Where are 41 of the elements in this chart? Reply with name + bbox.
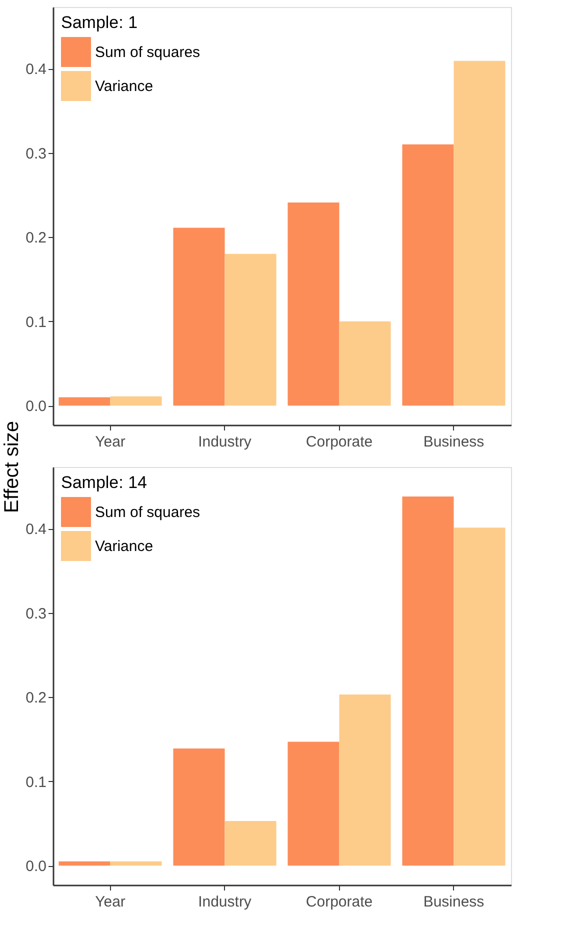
- x-tick-label: Year: [95, 894, 126, 910]
- bar: [454, 60, 506, 406]
- legend-label: Variance: [95, 78, 154, 95]
- legend-label: Variance: [95, 538, 154, 555]
- y-tick-label: 0.2: [26, 690, 46, 707]
- bar: [224, 254, 276, 406]
- y-tick-label: 0.0: [26, 398, 46, 416]
- legend-title: Sample: 14: [61, 473, 147, 492]
- bar: [58, 397, 110, 406]
- bar: [224, 820, 276, 866]
- bar: [454, 528, 506, 866]
- x-tick-label: Corporate: [306, 894, 373, 910]
- y-tick-label: 0.3: [26, 145, 46, 162]
- bar: [339, 321, 391, 406]
- y-tick-label: 0.1: [26, 314, 46, 331]
- bar: [110, 861, 162, 866]
- y-tick-label: 0.4: [26, 521, 46, 538]
- bar: [288, 202, 340, 406]
- x-tick-label: Corporate: [306, 434, 373, 450]
- bar: [339, 694, 391, 866]
- legend-label: Sum of squares: [95, 44, 200, 61]
- x-tick-label: Industry: [198, 894, 252, 910]
- y-axis-title: Effect size: [1, 421, 23, 513]
- bar: [288, 742, 340, 866]
- legend-title: Sample: 1: [61, 13, 138, 32]
- x-tick-label: Year: [95, 434, 126, 450]
- x-tick-label: Business: [423, 434, 484, 450]
- y-tick-label: 0.3: [26, 605, 46, 622]
- x-tick-label: Business: [423, 894, 484, 910]
- bar: [173, 748, 225, 866]
- x-tick-label: Industry: [198, 434, 252, 450]
- bar: [402, 144, 454, 406]
- y-tick-label: 0.1: [26, 774, 46, 791]
- legend-label: Sum of squares: [95, 504, 200, 521]
- bar: [173, 228, 225, 406]
- bar: [58, 861, 110, 866]
- y-tick-label: 0.0: [26, 858, 46, 876]
- bar: [402, 496, 454, 866]
- bar: [110, 396, 162, 406]
- y-tick-label: 0.2: [26, 230, 46, 247]
- y-tick-label: 0.4: [26, 61, 46, 78]
